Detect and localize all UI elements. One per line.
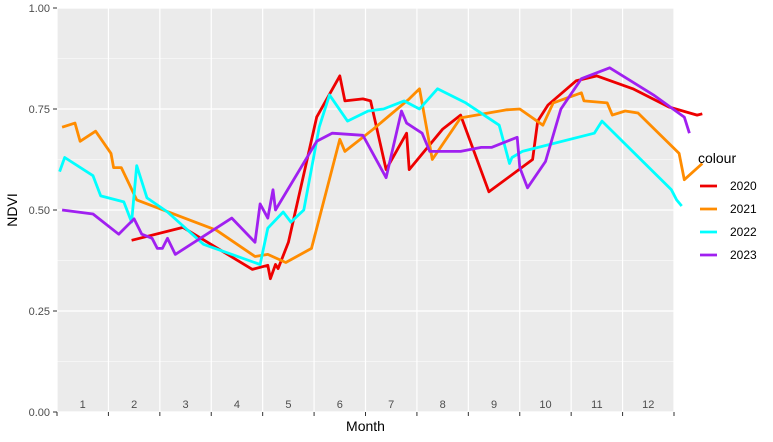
month-labels: 1 2 3 4 5 6 7 8 9 10 11 12 (80, 399, 655, 411)
month-label: 9 (491, 399, 497, 411)
series-line-2020 (131, 74, 703, 281)
series-layer (58, 66, 704, 281)
series-line-2023 (61, 66, 691, 256)
legend-label-2023: 2023 (730, 248, 757, 262)
y-axis-title: NDVI (4, 193, 20, 226)
month-label: 2 (131, 399, 137, 411)
axis-ticks (53, 7, 675, 416)
month-label: 3 (182, 399, 188, 411)
month-label: 11 (591, 399, 602, 411)
month-label: 12 (642, 399, 654, 411)
y-tick-label: 0.50 (29, 205, 50, 217)
series-line-2021 (61, 87, 704, 264)
legend: colour 2020 2021 2022 2023 (698, 150, 757, 262)
month-label: 6 (337, 399, 343, 411)
month-label: 8 (440, 399, 446, 411)
x-axis-title: Month (346, 418, 385, 434)
legend-label-2021: 2021 (730, 202, 757, 216)
legend-title: colour (698, 150, 736, 166)
y-tick-label: 0.25 (29, 306, 50, 318)
y-tick-label: 0.00 (29, 407, 50, 419)
legend-label-2020: 2020 (730, 179, 757, 193)
month-label: 7 (388, 399, 394, 411)
month-label: 10 (539, 399, 551, 411)
y-tick-labels: 0.00 0.25 0.50 0.75 1.00 (29, 3, 50, 419)
legend-label-2022: 2022 (730, 225, 757, 239)
month-label: 1 (80, 399, 86, 411)
y-tick-label: 1.00 (29, 3, 50, 15)
y-tick-label: 0.75 (29, 104, 50, 116)
month-label: 4 (234, 399, 240, 411)
month-label: 5 (285, 399, 291, 411)
